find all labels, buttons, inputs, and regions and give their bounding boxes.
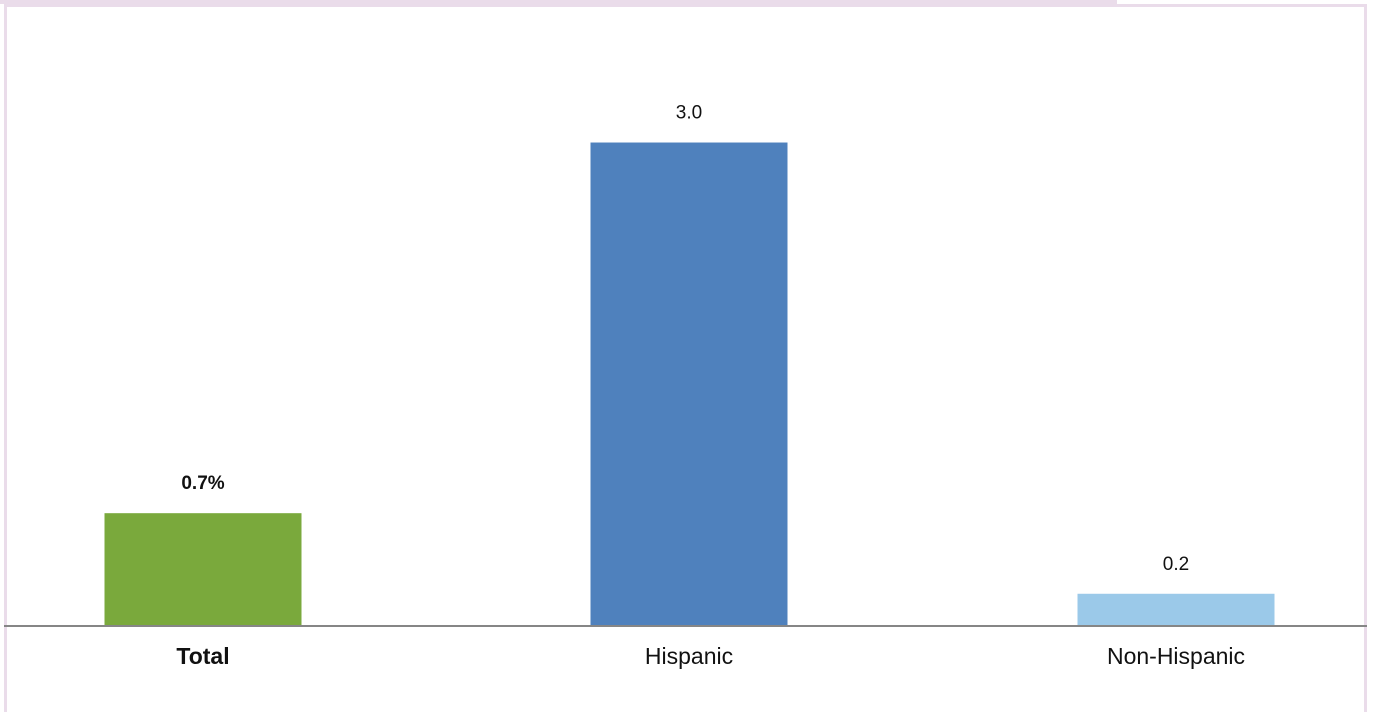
category-labels-layer: Total Hispanic Non-Hispanic bbox=[176, 643, 1245, 669]
bar-total bbox=[104, 513, 302, 626]
data-label-hispanic: 3.0 bbox=[676, 103, 702, 124]
top-border-gap bbox=[1117, 0, 1377, 4]
bars-layer bbox=[104, 142, 1275, 627]
category-label-non-hispanic: Non-Hispanic bbox=[1107, 643, 1245, 669]
data-label-non-hispanic: 0.2 bbox=[1163, 554, 1189, 575]
category-label-total: Total bbox=[176, 643, 229, 669]
bar-hispanic bbox=[590, 142, 788, 627]
top-border-band bbox=[0, 0, 1377, 4]
chart-frame bbox=[4, 4, 1367, 712]
data-labels-layer: 0.7% 3.0 0.2 bbox=[181, 103, 1189, 575]
data-label-total: 0.7% bbox=[181, 473, 224, 494]
category-label-hispanic: Hispanic bbox=[645, 643, 733, 669]
bar-non-hispanic bbox=[1077, 593, 1275, 626]
